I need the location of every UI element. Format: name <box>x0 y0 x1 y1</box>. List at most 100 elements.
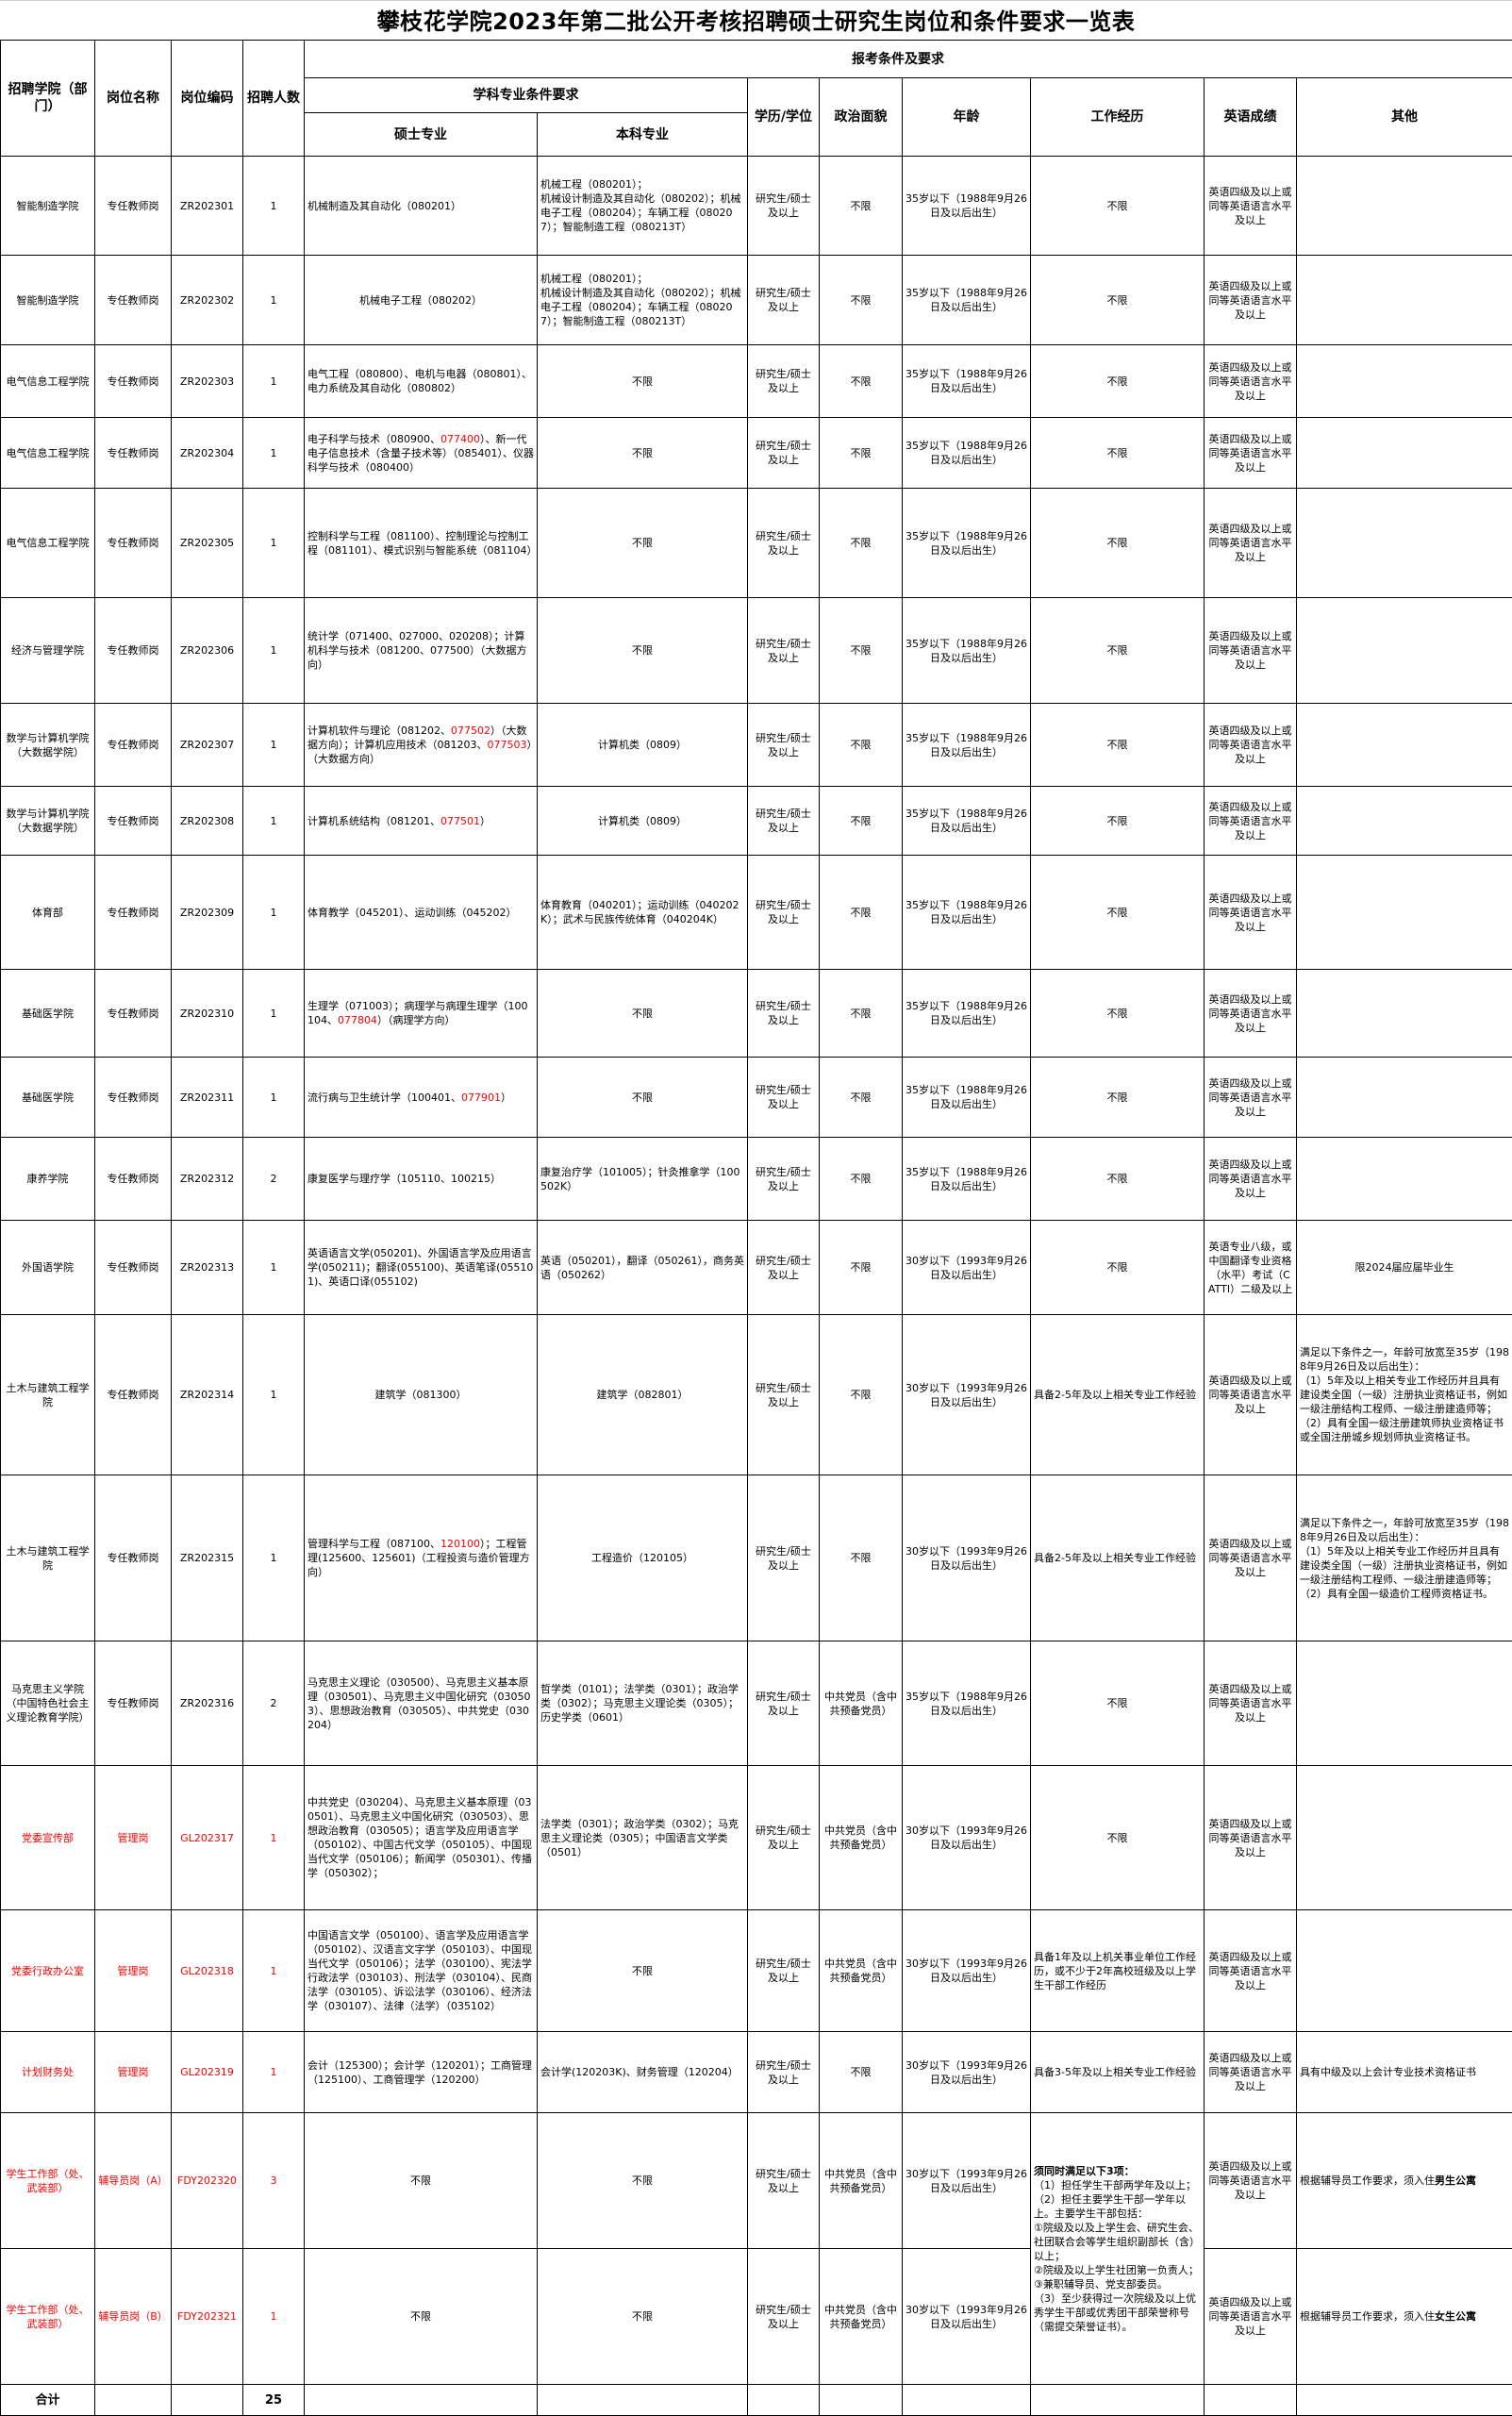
table-row: 土木与建筑工程学院 专任教师岗 ZR202314 1 建筑学（081300） 建筑学（08… <box>0 1314 1512 1475</box>
cell-education: 研究生/硕士及以上 <box>747 255 820 345</box>
cell-bachelor: 哲学类（0101）；法学类（0301）；政治学类（0302）；马克思主义理论类（… <box>537 1641 748 1766</box>
cell-other <box>1296 344 1512 418</box>
cell-other <box>1296 703 1512 787</box>
cell-politics: 不限 <box>819 597 903 704</box>
cell-other: 满足以下条件之一，年龄可放宽至35岁（1988年9月26日及以后出生）： （1）… <box>1296 1314 1512 1475</box>
cell-count: 1 <box>242 488 305 598</box>
cell-dept: 基础医学院 <box>0 969 95 1058</box>
cell-position: 专任教师岗 <box>94 255 172 345</box>
cell-master: 电子科学与技术（080900、077400）、新一代电子信息技术（含量子技术等）… <box>304 417 538 489</box>
text-segment: 根据辅导员工作要求，须入住 <box>1300 2174 1435 2187</box>
cell-position: 专任教师岗 <box>94 1220 172 1315</box>
cell-dept: 党委行政办公室 <box>0 1909 95 2032</box>
cell-english: 英语四级及以上或同等英语语言水平及以上 <box>1204 1137 1297 1221</box>
table-row: 土木与建筑工程学院 专任教师岗 ZR202315 1 管理科学与工程（087100、12… <box>0 1475 1512 1641</box>
cell-master: 控制科学与工程（081100）、控制理论与控制工程（081101）、模式识别与智… <box>304 488 538 598</box>
table-row: 智能制造学院 专任教师岗 ZR202302 1 机械电子工程（080202） 机械工程（0… <box>0 255 1512 345</box>
total-count: 25 <box>242 2384 305 2416</box>
cell-code: GL202317 <box>171 1765 243 1910</box>
cell-position: 专任教师岗 <box>94 786 172 856</box>
cell-code: ZR202305 <box>171 488 243 598</box>
cell-other <box>1296 1641 1512 1766</box>
cell-code: FDY202320 <box>171 2112 243 2249</box>
cell-count: 1 <box>242 703 305 787</box>
cell-bachelor: 不限 <box>537 969 748 1058</box>
cell-count: 1 <box>242 855 305 970</box>
cell-dept: 数学与计算机学院（大数据学院） <box>0 703 95 787</box>
cell-education: 研究生/硕士及以上 <box>747 597 820 704</box>
cell-other <box>1296 597 1512 704</box>
empty-cell <box>1296 2384 1512 2416</box>
header-age: 年龄 <box>902 77 1031 157</box>
recruitment-table: 招聘学院（部门） 岗位名称 岗位编码 招聘人数 报考条件及要求 学科专业条件要求… <box>0 40 1512 2416</box>
table-row: 电气信息工程学院 专任教师岗 ZR202304 1 电子科学与技术（080900、077… <box>0 417 1512 489</box>
cell-bachelor: 不限 <box>537 1909 748 2032</box>
cell-education: 研究生/硕士及以上 <box>747 344 820 418</box>
cell-count: 1 <box>242 1475 305 1641</box>
text-segment: 计算机系统结构（081201、 <box>307 814 440 827</box>
cell-politics: 不限 <box>819 1057 903 1138</box>
cell-english: 英语四级及以上或同等英语语言水平及以上 <box>1204 417 1297 489</box>
text-segment: 须同时满足以下3项： <box>1034 2164 1135 2177</box>
table-row: 电气信息工程学院 专任教师岗 ZR202303 1 电气工程（080800）、电机与电器… <box>0 344 1512 418</box>
text-segment: ） <box>480 814 490 827</box>
table-row: 党委宣传部 管理岗 GL202317 1 中共党史（030204）、马克思主义基本原理（… <box>0 1765 1512 1910</box>
cell-count: 1 <box>242 156 305 256</box>
table-row: 马克思主义学院（中国特色社会主义理论教育学院） 专任教师岗 ZR202316 2 马克思… <box>0 1641 1512 1766</box>
cell-other <box>1296 1057 1512 1138</box>
highlighted-code: 077901 <box>461 1091 501 1104</box>
cell-position: 专任教师岗 <box>94 156 172 256</box>
cell-position: 专任教师岗 <box>94 1475 172 1641</box>
cell-politics: 不限 <box>819 1220 903 1315</box>
cell-politics: 不限 <box>819 1314 903 1475</box>
cell-age: 35岁以下（1988年9月26日及以后出生） <box>902 969 1031 1058</box>
cell-education: 研究生/硕士及以上 <box>747 1314 820 1475</box>
cell-age: 30岁以下（1993年9月26日及以后出生） <box>902 1314 1031 1475</box>
cell-dept: 学生工作部（处、武装部） <box>0 2248 95 2385</box>
cell-dept: 经济与管理学院 <box>0 597 95 704</box>
empty-cell <box>537 2384 748 2416</box>
text-segment: ）；工程管理(125600、125601)（工程投资与造价管理方向） <box>307 1538 530 1578</box>
header-dept: 招聘学院（部门） <box>0 40 95 157</box>
cell-education: 研究生/硕士及以上 <box>747 703 820 787</box>
empty-cell <box>304 2384 538 2416</box>
highlighted-code: 077502 <box>451 725 490 737</box>
cell-other: 根据辅导员工作要求，须入住女生公寓 <box>1296 2248 1512 2385</box>
header-other: 其他 <box>1296 77 1512 157</box>
empty-cell <box>1204 2384 1297 2416</box>
cell-count: 1 <box>242 2031 305 2113</box>
cell-politics: 不限 <box>819 344 903 418</box>
cell-education: 研究生/硕士及以上 <box>747 156 820 256</box>
cell-code: ZR202308 <box>171 786 243 856</box>
header-politics: 政治面貌 <box>819 77 903 157</box>
cell-education: 研究生/硕士及以上 <box>747 855 820 970</box>
header-work: 工作经历 <box>1030 77 1205 157</box>
cell-code: ZR202306 <box>171 597 243 704</box>
header-code: 岗位编码 <box>171 40 243 157</box>
cell-work: 不限 <box>1030 1220 1205 1315</box>
cell-age: 30岁以下（1993年9月26日及以后出生） <box>902 1475 1031 1641</box>
cell-master: 生理学（071003）；病理学与病理生理学（100104、077804）（病理学… <box>304 969 538 1058</box>
cell-age: 30岁以下（1993年9月26日及以后出生） <box>902 1909 1031 2032</box>
cell-bachelor: 康复治疗学（101005）；针灸推拿学（100502K） <box>537 1137 748 1221</box>
cell-other <box>1296 1909 1512 2032</box>
text-segment: 计算机软件与理论（081202、 <box>307 725 451 737</box>
cell-politics: 中共党员（含中共预备党员） <box>819 2112 903 2249</box>
cell-position: 专任教师岗 <box>94 597 172 704</box>
cell-count: 3 <box>242 2112 305 2249</box>
cell-master: 统计学（071400、027000、020208）；计算机科学与技术（08120… <box>304 597 538 704</box>
cell-age: 35岁以下（1988年9月26日及以后出生） <box>902 855 1031 970</box>
cell-age: 30岁以下（1993年9月26日及以后出生） <box>902 2112 1031 2249</box>
cell-other <box>1296 969 1512 1058</box>
cell-age: 35岁以下（1988年9月26日及以后出生） <box>902 597 1031 704</box>
cell-politics: 中共党员（含中共预备党员） <box>819 1765 903 1910</box>
highlighted-code: 077501 <box>440 814 480 827</box>
cell-work: 具备3-5年及以上相关专业工作经验 <box>1030 2031 1205 2113</box>
cell-english: 英语四级及以上或同等英语语言水平及以上 <box>1204 1909 1297 2032</box>
empty-cell <box>747 2384 820 2416</box>
cell-age: 35岁以下（1988年9月26日及以后出生） <box>902 786 1031 856</box>
total-row: 合计 25 <box>0 2384 1512 2416</box>
cell-politics: 不限 <box>819 2031 903 2113</box>
cell-other <box>1296 255 1512 345</box>
table-row: 外国语学院 专任教师岗 ZR202313 1 英语语言文学(050201)、外国语言学及… <box>0 1220 1512 1315</box>
